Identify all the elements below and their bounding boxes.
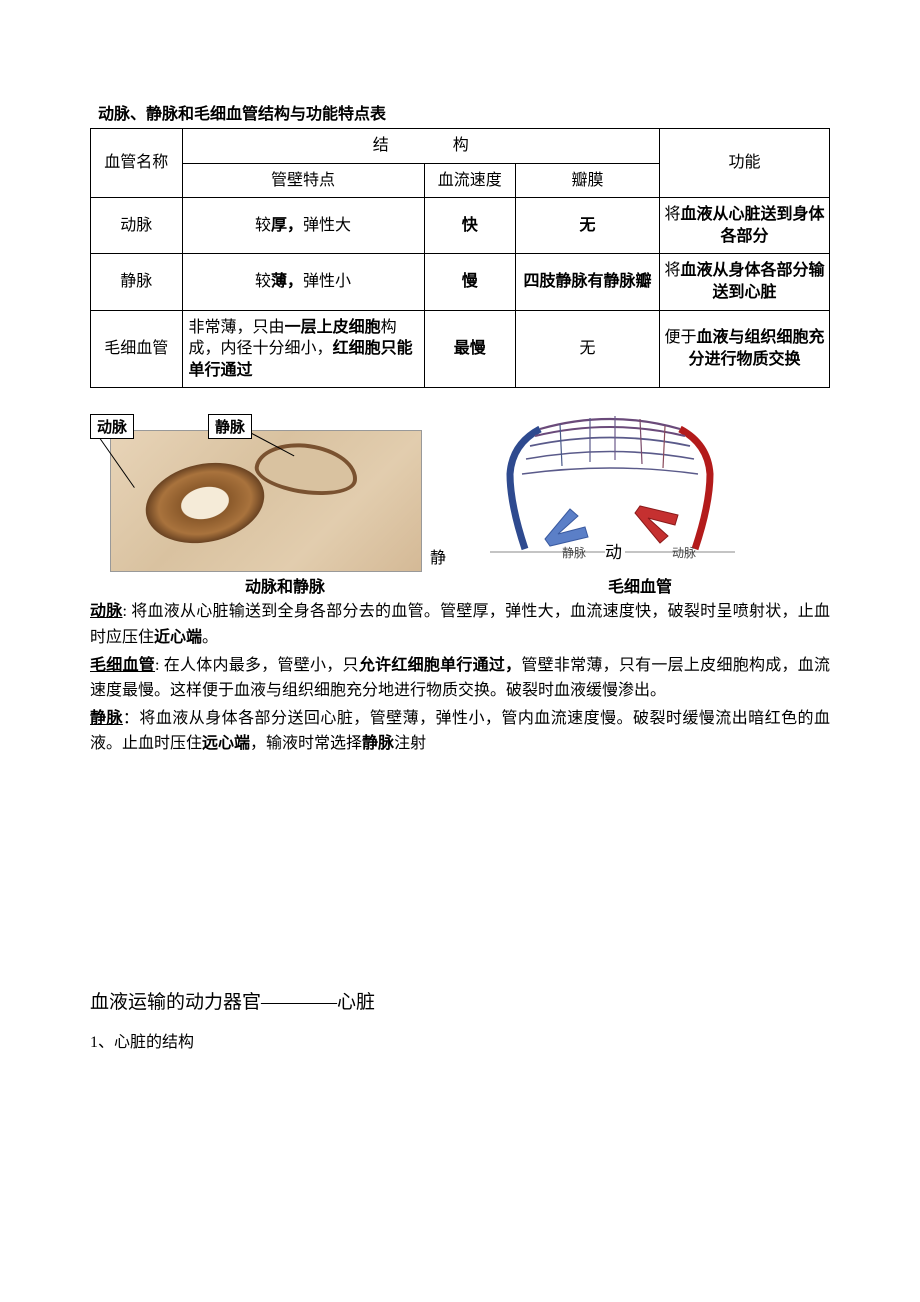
cell-speed: 最慢 <box>424 310 516 388</box>
cell-valve: 无 <box>516 310 660 388</box>
paragraph-artery: 动脉: 将血液从心脏输送到全身各部分去的血管。管壁厚，弹性大，血流速度快，破裂时… <box>90 599 830 650</box>
th-wall: 管壁特点 <box>182 163 424 198</box>
flow-label-vein: 静脉 <box>562 544 586 561</box>
term-vein: 静脉 <box>90 710 123 727</box>
label-vein: 静脉 <box>208 414 252 439</box>
figure-artery-vein: 动脉 静脉 静 <box>90 404 420 569</box>
cell-valve: 四肢静脉有静脉瓣 <box>516 254 660 310</box>
big-label-dong: 动 <box>605 538 622 563</box>
vessel-table: 血管名称 结 构 功能 管壁特点 血流速度 瓣膜 动脉 较厚，弹性大 快 无 将… <box>90 128 830 388</box>
section-heart-sub: 1、心脏的结构 <box>90 1028 830 1052</box>
th-speed: 血流速度 <box>424 163 516 198</box>
paragraph-vein: 静脉：将血液从身体各部分送回心脏，管壁薄，弹性小，管内血流速度慢。破裂时缓慢流出… <box>90 706 830 757</box>
cell-func: 将血液从心脏送到身体各部分 <box>659 198 829 254</box>
table-row: 毛细血管 非常薄，只由一层上皮细胞构成，内径十分细小，红细胞只能单行通过 最慢 … <box>91 310 830 388</box>
th-structure: 结 构 <box>182 129 659 164</box>
term-artery: 动脉 <box>90 603 123 620</box>
cell-wall: 非常薄，只由一层上皮细胞构成，内径十分细小，红细胞只能单行通过 <box>182 310 424 388</box>
table-row: 动脉 较厚，弹性大 快 无 将血液从心脏送到身体各部分 <box>91 198 830 254</box>
table-header-row-1: 血管名称 结 构 功能 <box>91 129 830 164</box>
cell-name: 动脉 <box>91 198 183 254</box>
cell-wall: 较厚，弹性大 <box>182 198 424 254</box>
term-capillary: 毛细血管 <box>90 657 155 674</box>
paragraph-capillary: 毛细血管: 在人体内最多，管壁小，只允许红细胞单行通过，管壁非常薄，只有一层上皮… <box>90 653 830 704</box>
label-artery: 动脉 <box>90 414 134 439</box>
cell-func: 将血液从身体各部分输送到心脏 <box>659 254 829 310</box>
th-function: 功能 <box>659 129 829 198</box>
caption-right: 毛细血管 <box>480 573 800 597</box>
table-title: 动脉、静脉和毛细血管结构与功能特点表 <box>90 100 830 124</box>
document-page: 动脉、静脉和毛细血管结构与功能特点表 血管名称 结 构 功能 管壁特点 血流速度… <box>0 0 920 1302</box>
figure-capillary: 静脉 动脉 动 <box>450 404 770 569</box>
cell-name: 毛细血管 <box>91 310 183 388</box>
label-jing-between: 静 <box>430 544 446 568</box>
th-vessel-name: 血管名称 <box>91 129 183 198</box>
cell-speed: 慢 <box>424 254 516 310</box>
cell-name: 静脉 <box>91 254 183 310</box>
cell-wall: 较薄，弹性小 <box>182 254 424 310</box>
cell-valve: 无 <box>516 198 660 254</box>
caption-left: 动脉和静脉 <box>90 573 480 597</box>
flow-label-artery: 动脉 <box>672 544 696 561</box>
table-row: 静脉 较薄，弹性小 慢 四肢静脉有静脉瓣 将血液从身体各部分输送到心脏 <box>91 254 830 310</box>
cell-speed: 快 <box>424 198 516 254</box>
figure-row: 动脉 静脉 静 <box>90 404 830 569</box>
cell-func: 便于血液与组织细胞充分进行物质交换 <box>659 310 829 388</box>
figure-captions: 动脉和静脉 毛细血管 <box>90 573 830 597</box>
section-heart-title: 血液运输的动力器官――――心脏 <box>90 987 830 1014</box>
th-valve: 瓣膜 <box>516 163 660 198</box>
